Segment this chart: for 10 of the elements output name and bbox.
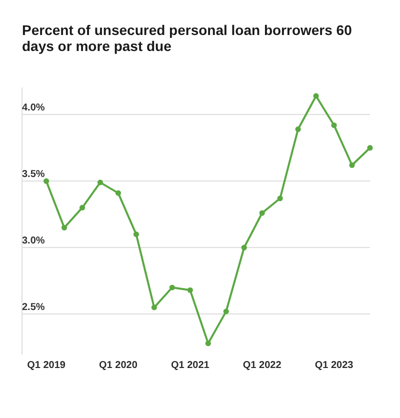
y-tick-label: 4.0% [22,102,45,114]
x-tick-label: Q1 2020 [99,360,138,371]
y-tick-label: 3.5% [22,168,45,180]
x-tick-label: Q1 2022 [242,360,282,371]
x-tick-label: Q1 2023 [314,360,354,371]
chart-title: Percent of unsecured personal loan borrowers 60 days or more past due [22,22,353,54]
y-tick-label: 2.5% [22,302,45,313]
x-tick-label: Q1 2021 [170,360,210,371]
y-tick-label: 3.0% [22,235,45,246]
x-tick-label: Q1 2019 [27,360,66,371]
